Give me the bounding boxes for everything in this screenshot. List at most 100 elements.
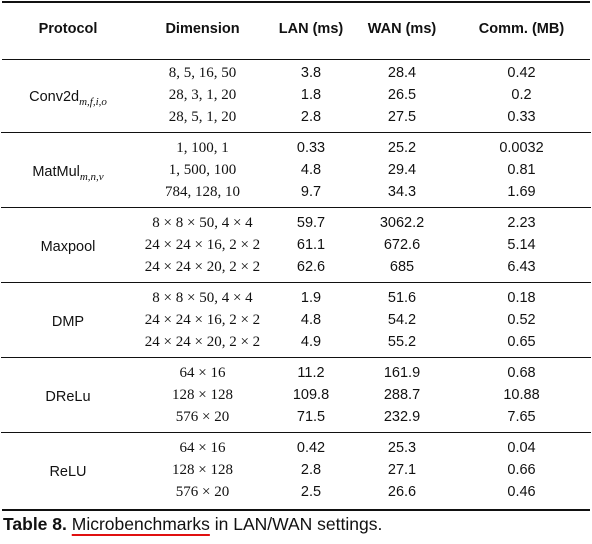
table-row: Maxpool 8 × 8 × 50, 4 × 4 59.7 3062.2 2.23 — [1, 208, 591, 256]
dimension-cell: 128 × 128 — [172, 386, 233, 403]
table-row: 24 × 24 × 20, 2 × 2 62.6 685 6.43 — [1, 256, 591, 283]
group-separator-line — [1, 432, 591, 433]
comm-cell: 0.33 — [507, 109, 536, 125]
dimension-cell: 24 × 24 × 20, 2 × 2 — [144, 333, 261, 350]
table-row: MatMulm,n,v 1, 100, 1 0.33 25.2 0.0032 — [1, 133, 591, 184]
table-bottom-rule — [2, 509, 590, 511]
protocol-name: ReLU — [49, 464, 87, 480]
protocol-subscript: m,n,v — [79, 171, 104, 183]
lan-cell: 71.5 — [296, 409, 326, 425]
wan-cell: 29.4 — [387, 162, 417, 178]
protocol-name: MatMul — [32, 164, 80, 180]
caption-text: in LAN/WAN settings. — [214, 514, 383, 534]
lan-cell: 62.6 — [296, 259, 326, 275]
microbenchmark-table-container: Protocol Dimension LAN (ms) WAN (ms) Com… — [1, 0, 591, 511]
comm-cell: 0.18 — [507, 290, 536, 306]
comm-cell: 0.04 — [507, 440, 536, 456]
group-separator — [1, 432, 591, 433]
table-caption: Table 8. Microbenchmarks in LAN/WAN sett… — [3, 514, 382, 535]
lan-cell: 2.8 — [300, 109, 322, 125]
wan-cell: 55.2 — [387, 334, 417, 350]
protocol-name: DReLu — [45, 389, 91, 405]
table-row: 128 × 128 109.8 288.7 10.88 — [1, 384, 591, 406]
protocol-cell: ReLU — [1, 433, 135, 507]
dimension-cell: 128 × 128 — [172, 461, 233, 478]
table-row: 24 × 24 × 16, 2 × 2 61.1 672.6 5.14 — [1, 234, 591, 256]
group-separator — [1, 207, 591, 208]
group-separator-line — [1, 282, 591, 283]
group-separator-line — [1, 207, 591, 208]
caption-label: Table 8. — [3, 514, 67, 534]
comm-cell: 0.66 — [507, 462, 536, 478]
table-row: DMP 8 × 8 × 50, 4 × 4 1.9 51.6 0.18 — [1, 283, 591, 331]
lan-cell: 61.1 — [296, 237, 326, 253]
comm-cell: 5.14 — [507, 237, 536, 253]
dimension-cell: 1, 500, 100 — [168, 161, 237, 178]
lan-cell: 59.7 — [296, 215, 326, 231]
comm-cell: 0.68 — [507, 365, 536, 381]
wan-cell: 161.9 — [383, 365, 421, 381]
table-row: 128 × 128 2.8 27.1 0.66 — [1, 459, 591, 481]
header-protocol: Protocol — [38, 21, 98, 37]
lan-cell: 2.8 — [300, 462, 322, 478]
group-separator — [1, 132, 591, 133]
group-separator — [1, 282, 591, 283]
table-row: Conv2dm,f,i,o 8, 5, 16, 50 3.8 28.4 0.42 — [1, 58, 591, 109]
comm-cell: 0.81 — [507, 162, 536, 178]
table-row: 576 × 20 2.5 26.6 0.46 — [1, 481, 591, 507]
dimension-cell: 8, 5, 16, 50 — [168, 64, 237, 81]
table-header-rule — [2, 59, 590, 60]
wan-cell: 25.2 — [387, 140, 417, 156]
protocol-cell: DMP — [1, 283, 135, 358]
wan-cell: 51.6 — [387, 290, 417, 306]
lan-cell: 109.8 — [292, 387, 330, 403]
dimension-cell: 576 × 20 — [175, 483, 230, 500]
dimension-cell: 64 × 16 — [179, 439, 226, 456]
wan-cell: 26.6 — [387, 484, 417, 500]
table-row: 24 × 24 × 16, 2 × 2 4.8 54.2 0.52 — [1, 309, 591, 331]
table-header-row: Protocol Dimension LAN (ms) WAN (ms) Com… — [1, 0, 591, 58]
lan-cell: 1.9 — [300, 290, 322, 306]
dimension-cell: 8 × 8 × 50, 4 × 4 — [152, 289, 253, 306]
comm-cell: 10.88 — [503, 387, 540, 403]
comm-cell: 6.43 — [507, 259, 536, 275]
dimension-cell: 24 × 24 × 20, 2 × 2 — [144, 258, 261, 275]
group-separator-line — [1, 132, 591, 133]
comm-cell: 1.69 — [507, 184, 536, 200]
table-row: 784, 128, 10 9.7 34.3 1.69 — [1, 181, 591, 208]
comm-cell: 2.23 — [507, 215, 536, 231]
header-comm: Comm. (MB) — [478, 21, 565, 37]
wan-cell: 54.2 — [387, 312, 417, 328]
wan-cell: 28.4 — [387, 65, 417, 81]
lan-cell: 9.7 — [300, 184, 322, 200]
protocol-name: Conv2d — [29, 89, 80, 105]
table-row: 576 × 20 71.5 232.9 7.65 — [1, 406, 591, 433]
table-row: ReLU 64 × 16 0.42 25.3 0.04 — [1, 433, 591, 481]
dimension-cell: 1, 100, 1 — [176, 139, 229, 156]
lan-cell: 0.42 — [296, 440, 326, 456]
protocol-name: Maxpool — [40, 239, 96, 255]
dimension-cell: 24 × 24 × 16, 2 × 2 — [144, 311, 261, 328]
protocol-cell: MatMulm,n,v — [1, 133, 135, 208]
dimension-cell: 28, 5, 1, 20 — [168, 108, 237, 125]
comm-cell: 0.65 — [507, 334, 536, 350]
comm-cell: 0.42 — [507, 65, 536, 81]
lan-cell: 2.5 — [300, 484, 322, 500]
table-top-rule — [2, 1, 590, 3]
wan-cell: 25.3 — [387, 440, 417, 456]
wan-cell: 26.5 — [387, 87, 417, 103]
comm-cell: 0.46 — [507, 484, 536, 500]
header-dimension: Dimension — [165, 21, 240, 37]
table-row: 28, 3, 1, 20 1.8 26.5 0.2 — [1, 84, 591, 106]
wan-cell: 27.1 — [387, 462, 417, 478]
lan-cell: 4.8 — [300, 162, 322, 178]
table-row: 24 × 24 × 20, 2 × 2 4.9 55.2 0.65 — [1, 331, 591, 358]
dimension-cell: 8 × 8 × 50, 4 × 4 — [152, 214, 253, 231]
dimension-cell: 24 × 24 × 16, 2 × 2 — [144, 236, 261, 253]
protocol-subscript: m,f,i,o — [79, 96, 107, 108]
wan-cell: 672.6 — [383, 237, 421, 253]
table-row: 28, 5, 1, 20 2.8 27.5 0.33 — [1, 106, 591, 133]
group-separator-line — [1, 357, 591, 358]
table-row: DReLu 64 × 16 11.2 161.9 0.68 — [1, 358, 591, 406]
dimension-cell: 784, 128, 10 — [165, 183, 240, 200]
